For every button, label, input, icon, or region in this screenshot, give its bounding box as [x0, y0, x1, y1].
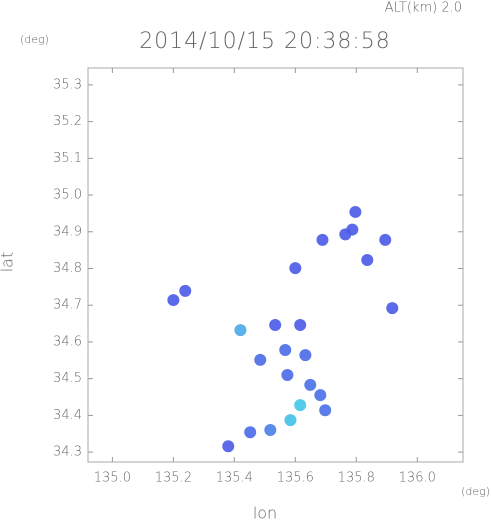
- echo: [316, 233, 329, 246]
- echo: [299, 349, 312, 362]
- echo: [379, 233, 392, 246]
- echo: [222, 440, 235, 453]
- x-tick-label: 135.4: [216, 471, 253, 486]
- altitude-label: ALT(km) 2.0: [385, 1, 462, 16]
- x-tick-label: 135.0: [94, 471, 131, 486]
- echo: [386, 302, 399, 315]
- x-tick-label: 135.8: [338, 471, 375, 486]
- plot-frame: [87, 67, 464, 463]
- echo: [304, 378, 317, 391]
- y-tick-label: 34.8: [53, 261, 82, 276]
- echo: [319, 404, 332, 417]
- echo: [244, 426, 257, 439]
- y-tick-label: 35.3: [53, 77, 82, 92]
- x-tick-label: 135.6: [277, 471, 314, 486]
- echo: [167, 294, 180, 307]
- echo: [284, 414, 297, 427]
- echo: [294, 319, 307, 332]
- echo: [179, 284, 192, 297]
- y-tick-label: 35.0: [53, 188, 82, 203]
- y-tick-label: 34.3: [53, 445, 82, 460]
- y-tick-label: 34.9: [53, 224, 82, 239]
- y-tick-label: 35.2: [53, 114, 82, 129]
- echo: [254, 353, 267, 366]
- x-unit: (deg): [461, 485, 490, 498]
- y-axis-label: lat: [0, 252, 17, 273]
- x-tick-label: 136.0: [399, 471, 436, 486]
- echo: [234, 324, 247, 337]
- echo: [349, 205, 362, 218]
- y-unit: (deg): [20, 33, 49, 46]
- echo: [269, 319, 282, 332]
- y-tick-label: 34.4: [53, 408, 82, 423]
- echo: [339, 228, 352, 241]
- y-tick-label: 34.6: [53, 334, 82, 349]
- x-axis-label: lon: [253, 504, 277, 521]
- y-tick-label: 34.7: [53, 298, 82, 313]
- echo: [314, 389, 327, 402]
- y-tick-label: 34.5: [53, 371, 82, 386]
- x-tick-label: 135.2: [155, 471, 192, 486]
- echo: [361, 254, 374, 267]
- echo: [294, 399, 307, 412]
- echo: [289, 262, 302, 275]
- chart-title: 2014/10/15 20:38:58: [139, 29, 391, 54]
- echo: [279, 344, 292, 357]
- echo: [281, 368, 294, 381]
- echo: [264, 424, 277, 437]
- y-tick-label: 35.1: [53, 151, 82, 166]
